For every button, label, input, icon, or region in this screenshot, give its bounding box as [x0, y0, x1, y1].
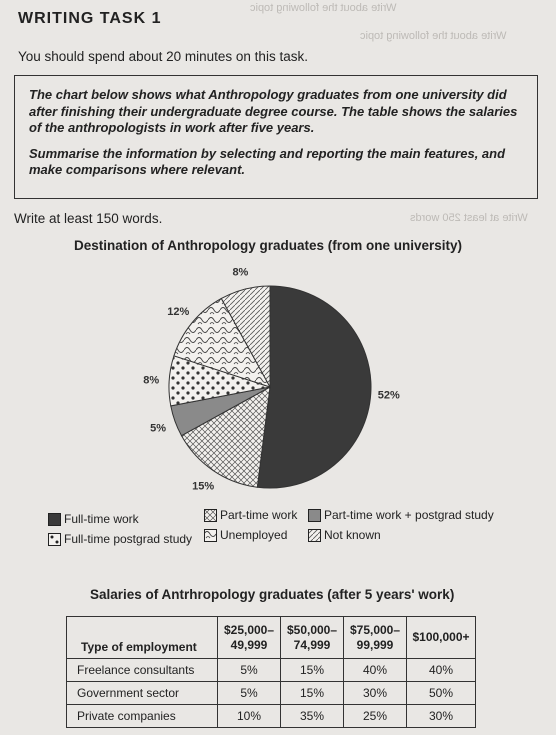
table-row: Private companies 10% 35% 25% 30% [66, 704, 476, 728]
table-cell: 40% [343, 658, 407, 682]
table-cell: 30% [343, 681, 407, 705]
word-count-instruction: Write at least 150 words. [14, 211, 163, 226]
table-header-band: $100,000+ [406, 616, 476, 659]
pie-slice-part-time-work [180, 386, 271, 488]
legend-swatch-grey [308, 508, 321, 522]
table-cell-type: Freelance consultants [66, 658, 218, 682]
pie-slice-label: 8% [143, 375, 159, 387]
task-box: The chart below shows what Anthropology … [14, 75, 538, 199]
table-cell-type: Government sector [66, 681, 218, 705]
pie-slice-unemployed [173, 297, 272, 388]
pie-slice-full-time-work [256, 285, 372, 489]
legend-swatch-squiggle [204, 528, 217, 542]
legend-label: Full-time postgrad study [64, 532, 193, 546]
task-description: The chart below shows what Anthropology … [29, 87, 518, 135]
legend-label: Full-time work [64, 512, 139, 526]
legend-item-part-time-work: Part-time work [204, 508, 297, 522]
legend-item-unemployed: Unemployed [204, 528, 287, 542]
table-cell: 15% [280, 681, 344, 705]
table-cell: 50% [406, 681, 476, 705]
chart-title: Destination of Anthropology graduates (f… [74, 238, 463, 253]
table-cell-type: Private companies [66, 704, 218, 728]
table-header-row: Type of employment $25,000– 49,999 $50,0… [66, 616, 476, 659]
legend-swatch-crosshatch [204, 508, 217, 522]
page-heading: WRITING TASK 1 [18, 10, 162, 27]
table-row: Freelance consultants 5% 15% 40% 40% [66, 658, 476, 682]
pie-slice-not-known [220, 285, 271, 388]
task-summary-instruction: Summarise the information by selecting a… [29, 145, 506, 178]
table-header-band: $25,000– 49,999 [217, 616, 281, 659]
legend-swatch-solid [48, 512, 61, 526]
time-instruction: You should spend about 20 minutes on thi… [18, 49, 308, 64]
table-cell: 10% [217, 704, 281, 728]
pie-slice-label: 12% [167, 306, 189, 318]
legend-label: Part-time work [220, 508, 298, 522]
table-cell: 5% [217, 658, 281, 682]
table-cell: 35% [280, 704, 344, 728]
legend-swatch-diagonal [308, 528, 321, 542]
legend-item-full-time-postgrad: Full-time postgrad study [48, 532, 192, 546]
table-cell: 5% [217, 681, 281, 705]
legend-item-part-time-postgrad: Part-time work + postgrad study [308, 508, 494, 522]
table-title: Salaries of Antrhropology graduates (aft… [90, 587, 455, 602]
table-header-band: $75,000– 99,999 [343, 616, 407, 659]
table-cell: 15% [280, 658, 344, 682]
legend-label: Part-time work + postgrad study [324, 508, 494, 522]
table-cell: 30% [406, 704, 476, 728]
table-cell: 25% [343, 704, 407, 728]
salary-table: Type of employment $25,000– 49,999 $50,0… [66, 616, 476, 728]
table-header-band: $50,000– 74,999 [280, 616, 344, 659]
pie-slice-label: 8% [232, 267, 248, 279]
pie-slice-label: 15% [192, 480, 214, 492]
legend-swatch-dots [48, 532, 61, 546]
pie-slice-label: 52% [378, 389, 400, 401]
table-row: Government sector 5% 15% 30% 50% [66, 681, 476, 705]
legend-item-full-time-work: Full-time work [48, 512, 139, 526]
legend-label: Unemployed [220, 528, 288, 542]
pie-slice-label: 5% [150, 422, 166, 434]
legend-item-not-known: Not known [308, 528, 381, 542]
legend-label: Not known [324, 528, 381, 542]
pie-chart: 52% 15% 5% 8% 12% 8% [143, 267, 400, 493]
table-cell: 40% [406, 658, 476, 682]
table-header-type: Type of employment [66, 616, 218, 659]
